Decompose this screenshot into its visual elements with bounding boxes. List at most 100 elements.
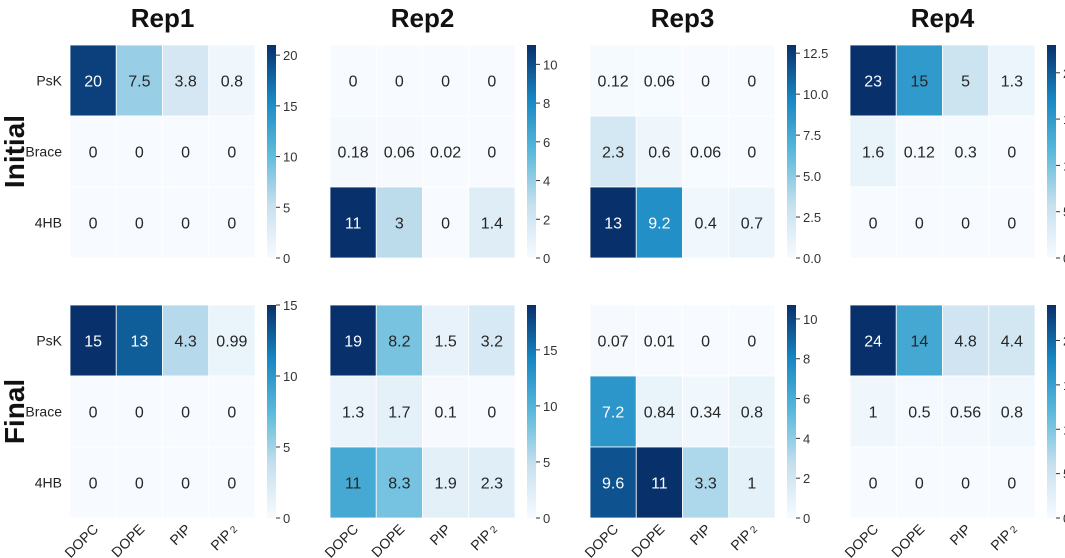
- colorbar-tick-label: 0: [543, 511, 550, 526]
- heatmap-cell: [635, 375, 683, 448]
- column-label-dopc: DOPC: [581, 521, 621, 558]
- heatmap-cell: [375, 304, 423, 377]
- heatmap-cell: [115, 375, 163, 448]
- cell-value-label: 0: [181, 476, 190, 493]
- cell-value-label: 4.4: [1001, 334, 1023, 351]
- heatmap-cell: [589, 375, 637, 448]
- cell-value-label: 1: [869, 405, 878, 422]
- cell-value-label: 0: [441, 74, 450, 91]
- colorbar-tick-label: 0: [1063, 251, 1065, 266]
- colorbar-tick-label: 15: [283, 99, 297, 114]
- cell-value-label: 11: [345, 476, 362, 493]
- heatmap-cell: [895, 186, 943, 259]
- heatmap-panel-initial-rep3: 0.12 0.06 0 0 2.3 0.6 0.06 0 13 9.2 0.4 0.7 0.0 2.5 5.…: [589, 44, 828, 266]
- colorbar-tick-label: 5: [283, 200, 290, 215]
- cell-value-label: 0: [181, 145, 190, 162]
- heatmap-cell: [162, 115, 210, 188]
- heatmap-cell: [69, 446, 117, 519]
- heatmap-cell: [942, 304, 990, 377]
- colorbar-tick-label: 0: [803, 511, 810, 526]
- heatmap-cell: [988, 446, 1036, 519]
- cell-value-label: 0.56: [950, 405, 981, 422]
- heatmap-cell: [589, 186, 637, 259]
- heatmap-cell: [115, 304, 163, 377]
- cell-value-label: 0: [1007, 216, 1016, 233]
- colorbar-tick-label: 8: [543, 96, 550, 111]
- cell-value-label: 13: [130, 334, 148, 351]
- heatmap-cell: [895, 446, 943, 519]
- heatmap-cell: [635, 186, 683, 259]
- cell-value-label: 0: [181, 216, 190, 233]
- colorbar: [527, 45, 536, 258]
- cell-value-label: 0.07: [598, 334, 629, 351]
- cell-value-label: 15: [84, 334, 102, 351]
- heatmap-cell: [422, 186, 470, 259]
- colorbar: [527, 305, 536, 518]
- heatmap-panel-initial-rep2: 0 0 0 0 0.18 0.06 0.02 0 11 3 0 1.4 0 2 4 6 8 10: [329, 44, 557, 266]
- cell-value-label: 0: [89, 476, 98, 493]
- colorbar-tick-label: 5: [543, 455, 550, 470]
- heatmap-cell: [942, 44, 990, 117]
- cell-value-label: 0: [135, 405, 144, 422]
- column-label-pip2: PIP2: [467, 520, 500, 553]
- heatmap-cell: [329, 115, 377, 188]
- heatmap-panel-initial-rep4: 23 15 5 1.3 1.6 0.12 0.3 0 0 0 0 0 0 5 10 15 20: [849, 44, 1065, 266]
- cell-value-label: 0: [961, 476, 970, 493]
- heatmap-cell: [69, 375, 117, 448]
- cell-value-label: 0: [135, 216, 144, 233]
- cell-value-label: 4.8: [955, 334, 977, 351]
- colorbar-tick-label: 5: [1063, 205, 1065, 220]
- heatmap-cell: [115, 115, 163, 188]
- cell-value-label: 14: [910, 334, 928, 351]
- cell-value-label: 1.3: [1001, 74, 1023, 91]
- heatmap-cell: [849, 115, 897, 188]
- row-group-label-initial: Initial: [0, 115, 30, 188]
- colorbar-tick-label: 5.0: [803, 169, 821, 184]
- heatmap-cell: [728, 44, 776, 117]
- heatmap-cell: [468, 115, 516, 188]
- cell-value-label: 0: [961, 216, 970, 233]
- colorbar: [267, 305, 276, 518]
- cell-value-label: 0: [1007, 476, 1016, 493]
- cell-value-label: 0: [227, 476, 236, 493]
- cell-value-label: 0: [227, 405, 236, 422]
- cell-value-label: 0: [747, 145, 756, 162]
- colorbar-tick-label: 10: [543, 57, 557, 72]
- heatmap-cell: [728, 446, 776, 519]
- cell-value-label: 2.3: [481, 476, 503, 493]
- heatmap-cell: [208, 446, 256, 519]
- cell-value-label: 1.7: [388, 405, 410, 422]
- heatmap-cell: [728, 375, 776, 448]
- cell-value-label: 0.3: [955, 145, 977, 162]
- heatmap-cell: [849, 304, 897, 377]
- cell-value-label: 3.8: [175, 74, 197, 91]
- column-title-rep3: Rep3: [651, 3, 715, 33]
- cell-value-label: 0: [227, 216, 236, 233]
- heatmap-cell: [162, 446, 210, 519]
- heatmap-cell: [329, 186, 377, 259]
- heatmap-cell: [69, 115, 117, 188]
- colorbar-tick-label: 20: [283, 48, 297, 63]
- cell-value-label: 0.8: [221, 74, 243, 91]
- heatmap-cell: [208, 44, 256, 117]
- cell-value-label: 13: [604, 216, 622, 233]
- cell-value-label: 24: [864, 334, 882, 351]
- cell-value-label: 1.5: [435, 334, 457, 351]
- heatmap-cell: [375, 115, 423, 188]
- heatmap-cell: [208, 186, 256, 259]
- heatmap-cell: [115, 186, 163, 259]
- cell-value-label: 0.01: [644, 334, 675, 351]
- colorbar-tick-label: 5: [1063, 467, 1065, 482]
- heatmap-cell: [422, 446, 470, 519]
- row-label-psk: PsK: [36, 333, 62, 349]
- cell-value-label: 0: [487, 405, 496, 422]
- colorbar-tick-label: 20: [1063, 334, 1065, 349]
- row-group-label-final: Final: [0, 379, 30, 444]
- heatmap-cell: [682, 446, 730, 519]
- colorbar-tick-label: 4: [803, 431, 810, 446]
- cell-value-label: 0.4: [695, 216, 717, 233]
- heatmap-cell: [329, 446, 377, 519]
- row-label-4hb: 4HB: [35, 475, 62, 491]
- column-label-pip: PIP: [686, 521, 713, 548]
- cell-value-label: 0.02: [430, 145, 461, 162]
